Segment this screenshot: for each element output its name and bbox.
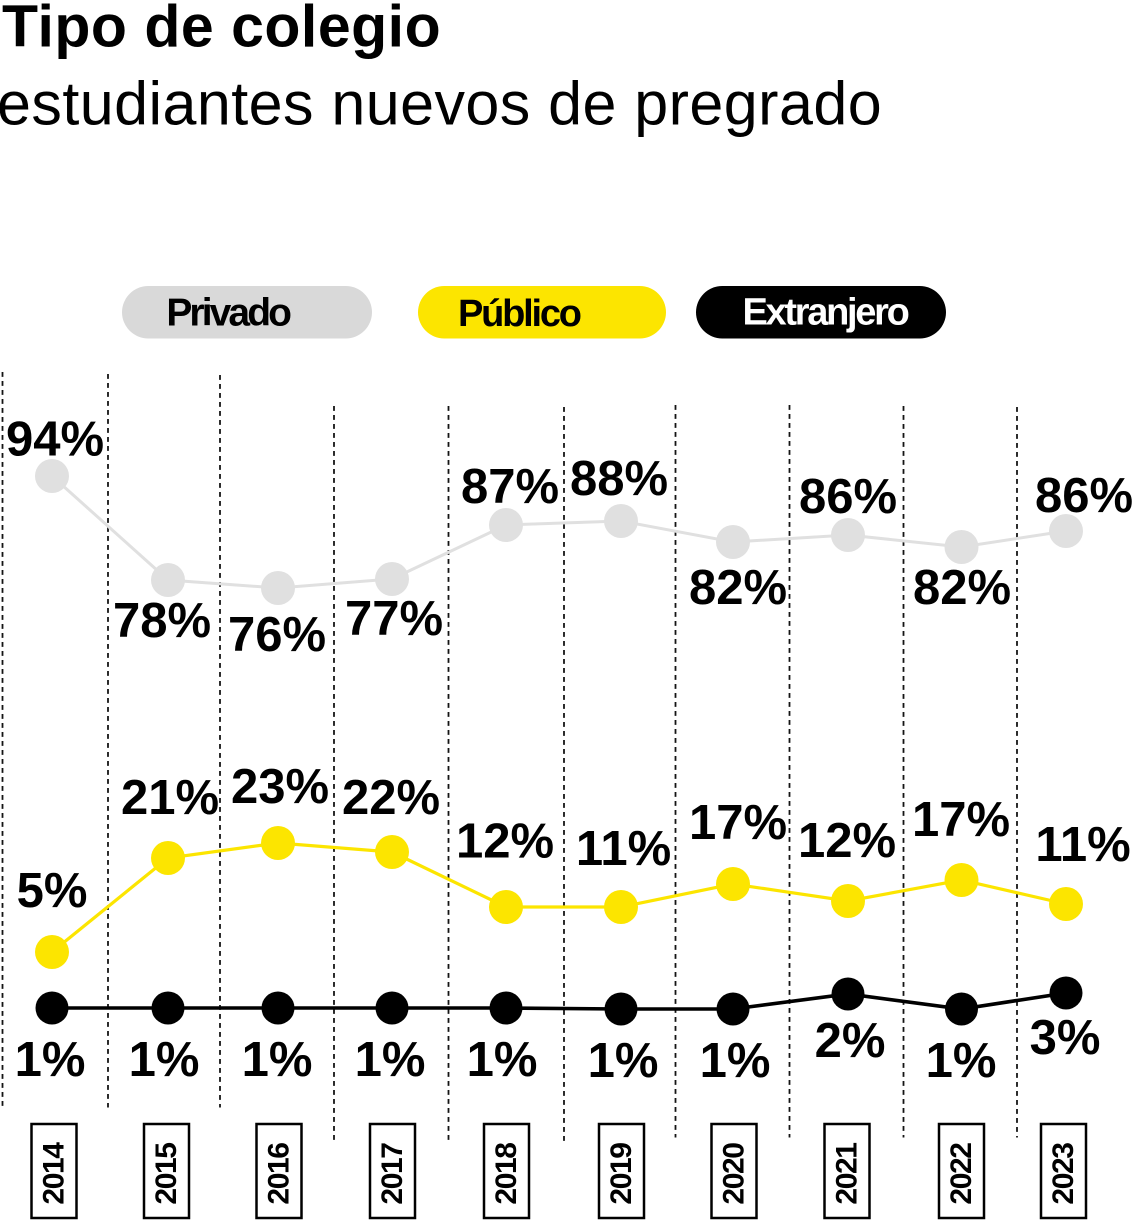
svg-text:1%: 1% <box>588 1034 659 1088</box>
svg-text:Privado: Privado <box>166 291 291 334</box>
svg-text:17%: 17% <box>689 796 787 850</box>
svg-text:23%: 23% <box>231 760 329 814</box>
svg-text:94%: 94% <box>6 412 104 466</box>
svg-text:2016: 2016 <box>263 1143 296 1205</box>
svg-text:2021: 2021 <box>831 1143 864 1205</box>
svg-text:1%: 1% <box>242 1033 313 1087</box>
svg-text:1%: 1% <box>926 1034 997 1088</box>
svg-text:1%: 1% <box>700 1034 771 1088</box>
svg-text:2020: 2020 <box>718 1143 751 1205</box>
svg-text:78%: 78% <box>113 594 211 648</box>
svg-text:2%: 2% <box>815 1014 886 1068</box>
svg-text:2022: 2022 <box>945 1143 978 1205</box>
svg-text:86%: 86% <box>799 470 897 524</box>
svg-text:82%: 82% <box>689 561 787 615</box>
svg-text:3%: 3% <box>1030 1011 1101 1065</box>
svg-text:12%: 12% <box>456 814 554 868</box>
svg-text:2019: 2019 <box>605 1143 638 1205</box>
svg-text:1%: 1% <box>129 1033 200 1087</box>
svg-text:87%: 87% <box>461 460 559 514</box>
svg-text:1%: 1% <box>15 1033 86 1087</box>
svg-text:11%: 11% <box>576 822 671 876</box>
svg-text:17%: 17% <box>912 793 1010 847</box>
svg-text:76%: 76% <box>228 608 326 662</box>
svg-text:22%: 22% <box>342 771 440 825</box>
svg-text:Público: Público <box>458 293 581 335</box>
svg-text:1%: 1% <box>467 1033 538 1087</box>
svg-text:2023: 2023 <box>1047 1143 1080 1205</box>
svg-text:2018: 2018 <box>490 1143 523 1205</box>
svg-text:86%: 86% <box>1035 469 1132 523</box>
svg-text:estudiantes nuevos de pregrado: estudiantes nuevos de pregrado <box>0 70 882 138</box>
svg-text:2015: 2015 <box>150 1143 183 1205</box>
svg-text:77%: 77% <box>345 592 443 646</box>
svg-text:Extranjero: Extranjero <box>743 292 909 334</box>
svg-text:2014: 2014 <box>38 1142 71 1205</box>
svg-text:Tipo de colegio: Tipo de colegio <box>2 0 441 60</box>
svg-text:12%: 12% <box>798 814 896 868</box>
svg-text:21%: 21% <box>121 771 219 825</box>
svg-text:5%: 5% <box>17 864 88 918</box>
svg-text:88%: 88% <box>570 452 668 506</box>
svg-text:82%: 82% <box>913 561 1011 615</box>
svg-text:11%: 11% <box>1035 818 1130 872</box>
svg-text:1%: 1% <box>355 1033 426 1087</box>
svg-text:2017: 2017 <box>376 1143 409 1205</box>
